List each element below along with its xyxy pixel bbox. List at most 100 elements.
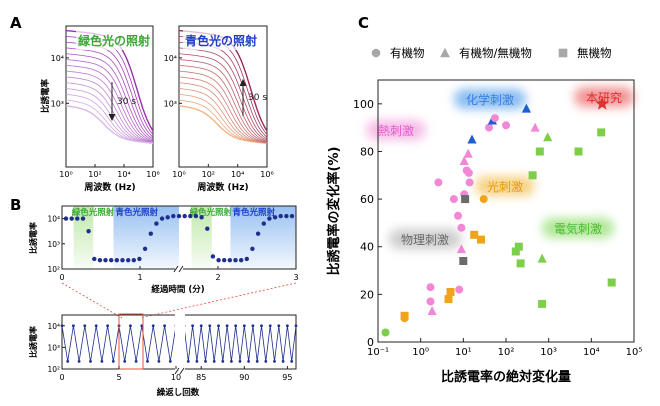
circle-marker (502, 121, 510, 130)
category-label: 熱刺激 (378, 124, 414, 138)
y-tick-label: 10³ (51, 99, 64, 108)
x-tick-label: 10⁴ (231, 170, 244, 179)
x-tick-label: 5 (116, 373, 121, 382)
plot-frame (377, 79, 635, 343)
circle-marker (426, 297, 435, 306)
frequency-curve (65, 59, 154, 142)
triangle-marker (456, 244, 466, 254)
x-tick-label: 10⁴ (583, 347, 600, 358)
square-marker (574, 147, 583, 156)
frequency-curve (65, 105, 154, 144)
panel-label-b: B (10, 196, 21, 214)
square-marker (558, 48, 568, 58)
y-tick-label: 80 (360, 145, 374, 158)
data-point (142, 246, 148, 251)
y-tick-label: 10⁴ (164, 54, 177, 63)
data-point (210, 254, 216, 259)
axis-break-mark (174, 367, 185, 375)
frequency-curve (65, 88, 154, 144)
legend-label: 有機物 (390, 46, 425, 60)
panel-label-c: C (358, 14, 369, 32)
x-tick-label: 0 (59, 273, 64, 282)
data-point (86, 229, 91, 234)
triangle-marker (459, 156, 469, 165)
data-point (278, 213, 283, 219)
y-tick-label: 0 (367, 336, 374, 349)
category-glow (389, 229, 461, 249)
square-marker (400, 311, 409, 320)
category-glow (454, 89, 526, 109)
data-point (216, 258, 221, 263)
region-label: 青色光照射 (232, 207, 275, 218)
data-point (182, 213, 187, 219)
square-marker (477, 235, 485, 244)
square-marker (470, 230, 479, 239)
x-tick-label: 90 (239, 373, 249, 382)
triangle-marker (427, 306, 437, 315)
x-tick-label: 10⁰ (412, 347, 429, 358)
data-point (233, 258, 238, 263)
y-tick-label: 10⁴ (51, 54, 64, 63)
x-tick-label: 3 (293, 273, 298, 282)
data-point (227, 258, 232, 263)
region-label: 緑色光照射 (189, 207, 232, 218)
irradiation-region (191, 206, 212, 269)
frequency-curve (178, 88, 268, 144)
data-point (92, 256, 97, 262)
data-point (267, 216, 272, 221)
x-axis-label: 周波数 (Hz) (84, 181, 135, 193)
x-tick-label: 10³ (540, 347, 557, 358)
data-point (222, 258, 227, 263)
data-point (75, 216, 80, 221)
zoom-highlight-box (118, 313, 144, 370)
y-tick-label: 10³ (164, 99, 177, 108)
data-point (69, 216, 74, 221)
y-tick-label: 10⁴ (47, 215, 60, 224)
frequency-curve (178, 93, 268, 144)
x-tick-label: 10² (88, 170, 101, 179)
x-tick-label: 0 (59, 373, 64, 382)
category-glow (542, 218, 614, 238)
triangle-marker (521, 103, 531, 113)
triangle-marker (543, 132, 553, 142)
square-marker (444, 295, 453, 304)
category-glow (475, 176, 535, 196)
data-point (154, 221, 159, 226)
zoom-connector-left (61, 282, 123, 319)
x-tick-label: 2 (215, 273, 220, 282)
circle-marker (381, 328, 390, 337)
arrow-up-icon (239, 79, 247, 86)
y-tick-label: 10³ (47, 343, 60, 352)
panel-b-cycle-chart: 10² 10³ 10⁴ 0 5 10 85 90 95 繰返し回数 比誘電率 (28, 313, 298, 398)
x-tick-label: 10⁻¹ (367, 347, 389, 358)
category-label: 電気刺激 (554, 221, 602, 236)
circle-marker (426, 283, 435, 292)
square-marker (446, 288, 455, 296)
data-point (137, 256, 142, 262)
y-tick-label: 20 (360, 288, 374, 301)
data-point (188, 213, 193, 219)
frequency-curve (178, 53, 268, 141)
x-tick-label: 85 (196, 373, 206, 382)
triangle-marker (463, 148, 473, 158)
x-axis-label: 経過時間 (分) (151, 284, 204, 295)
data-point (244, 256, 249, 262)
axis-break-mark-top (173, 265, 184, 273)
data-point (171, 213, 176, 219)
square-marker (597, 128, 606, 137)
data-point (255, 231, 261, 236)
frequency-curve (178, 64, 268, 143)
x-axis-label: 繰返し回数 (157, 387, 200, 398)
frequency-curve (178, 82, 268, 144)
time-annotation: 30 s (117, 97, 136, 107)
zoom-connector-right (139, 282, 297, 319)
time-annotation: 30 s (248, 93, 267, 103)
data-point (114, 258, 120, 263)
data-point (261, 221, 266, 226)
x-tick-label: 10² (202, 170, 215, 179)
frequency-curve (178, 76, 268, 144)
circle-marker (479, 195, 488, 204)
y-axis-label: 比誘電率 (28, 326, 38, 358)
